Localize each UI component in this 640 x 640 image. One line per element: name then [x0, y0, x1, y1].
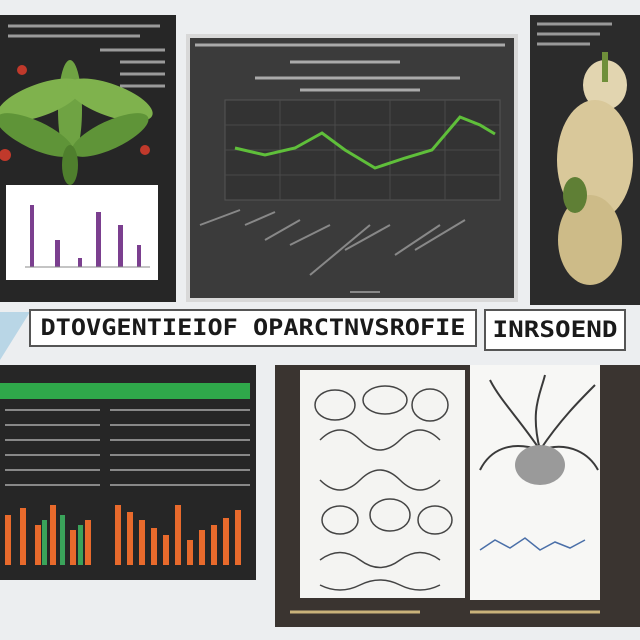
- panel-sketches: [275, 365, 640, 627]
- banner-left-box: [29, 309, 477, 347]
- bars-green: [42, 515, 83, 565]
- table-lines: [5, 409, 250, 486]
- banner-accent: [0, 312, 30, 360]
- header-band: [0, 383, 250, 399]
- root-illustration: [479, 374, 599, 471]
- banner-right-box: [484, 309, 626, 351]
- banner-left-text: DTOVGENTIEIOF OPARCTNVSROFIE: [41, 316, 466, 341]
- sub-chart-bars: [30, 205, 141, 267]
- panel-dashboard: [0, 365, 256, 580]
- bulb: [515, 445, 565, 485]
- panel-sculpture: [530, 15, 640, 305]
- grid: [225, 100, 500, 200]
- panel-line-chart: [186, 34, 518, 302]
- text-lines: [195, 43, 505, 92]
- trend-line: [234, 115, 496, 170]
- banner-right-text: INRSOEND: [493, 318, 618, 343]
- panel-plant: [0, 15, 176, 302]
- wave-line: [479, 537, 586, 551]
- text-lines: [537, 22, 612, 46]
- plant-illustration: [0, 60, 153, 185]
- sculpture: [557, 52, 633, 285]
- bars: [5, 505, 241, 565]
- sketch-drawings: [314, 385, 453, 591]
- sketch-paper: [300, 370, 465, 598]
- banner: DTOVGENTIEIOF OPARCTNVSROFIE INRSOEND: [0, 309, 626, 360]
- text-lines: [8, 24, 165, 88]
- axis-labels: [199, 209, 466, 293]
